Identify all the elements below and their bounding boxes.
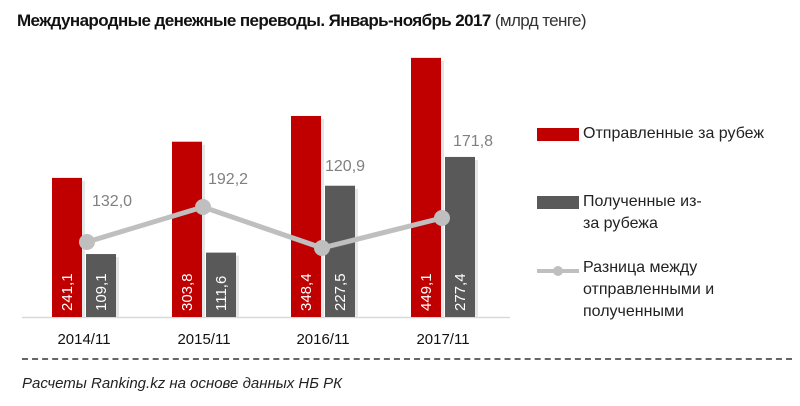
bar-sent [291, 115, 321, 317]
legend-item-difference: Разница между отправленными и полученным… [583, 259, 715, 320]
bar-sent [52, 177, 82, 317]
difference-line [86, 204, 443, 251]
difference-value-label: 192,2 [208, 171, 248, 188]
bar-value-label: 449,1 [418, 273, 435, 311]
legend-item-sent: Отправленные за рубеж [583, 125, 765, 142]
chart-title-main: Международные денежные переводы. Январь-… [17, 11, 491, 30]
footer-divider [22, 358, 792, 360]
difference-point [434, 210, 450, 226]
bar-value-label: 111,6 [213, 276, 230, 311]
difference-point [79, 234, 95, 250]
bar-value-label: 241,1 [59, 273, 76, 311]
bar-received [86, 254, 116, 317]
bar-received [206, 252, 236, 317]
difference-value-label: 132,0 [92, 193, 132, 210]
chart-title: Международные денежные переводы. Январь-… [17, 11, 587, 31]
x-tick-label: 2017/11 [416, 331, 469, 348]
bar-value-label: 348,4 [298, 273, 315, 311]
bar-value-label: 303,8 [179, 273, 196, 311]
legend-swatch-sent [537, 128, 579, 141]
legend-swatch-difference [537, 264, 579, 278]
chart-title-unit: (млрд тенге) [494, 11, 587, 30]
bar-sent [411, 57, 441, 318]
bar-value-label: 227,5 [332, 273, 349, 311]
difference-point [195, 199, 211, 215]
bar-value-label: 109,1 [93, 273, 110, 311]
legend-item-received: Полученные из-за рубежа [583, 193, 702, 232]
bar-received [445, 156, 475, 317]
source-note: Расчеты Ranking.kz на основе данных НБ Р… [22, 375, 343, 392]
x-tick-label: 2014/11 [57, 331, 110, 348]
difference-value-label: 171,8 [453, 133, 493, 150]
bar-received [325, 185, 355, 317]
difference-point [314, 240, 330, 256]
bar-sent [172, 141, 202, 317]
difference-value-label: 120,9 [325, 158, 365, 175]
bar-value-label: 277,4 [452, 273, 469, 311]
x-tick-label: 2016/11 [296, 331, 349, 348]
x-tick-label: 2015/11 [177, 331, 230, 348]
legend-swatch-received [537, 196, 579, 209]
